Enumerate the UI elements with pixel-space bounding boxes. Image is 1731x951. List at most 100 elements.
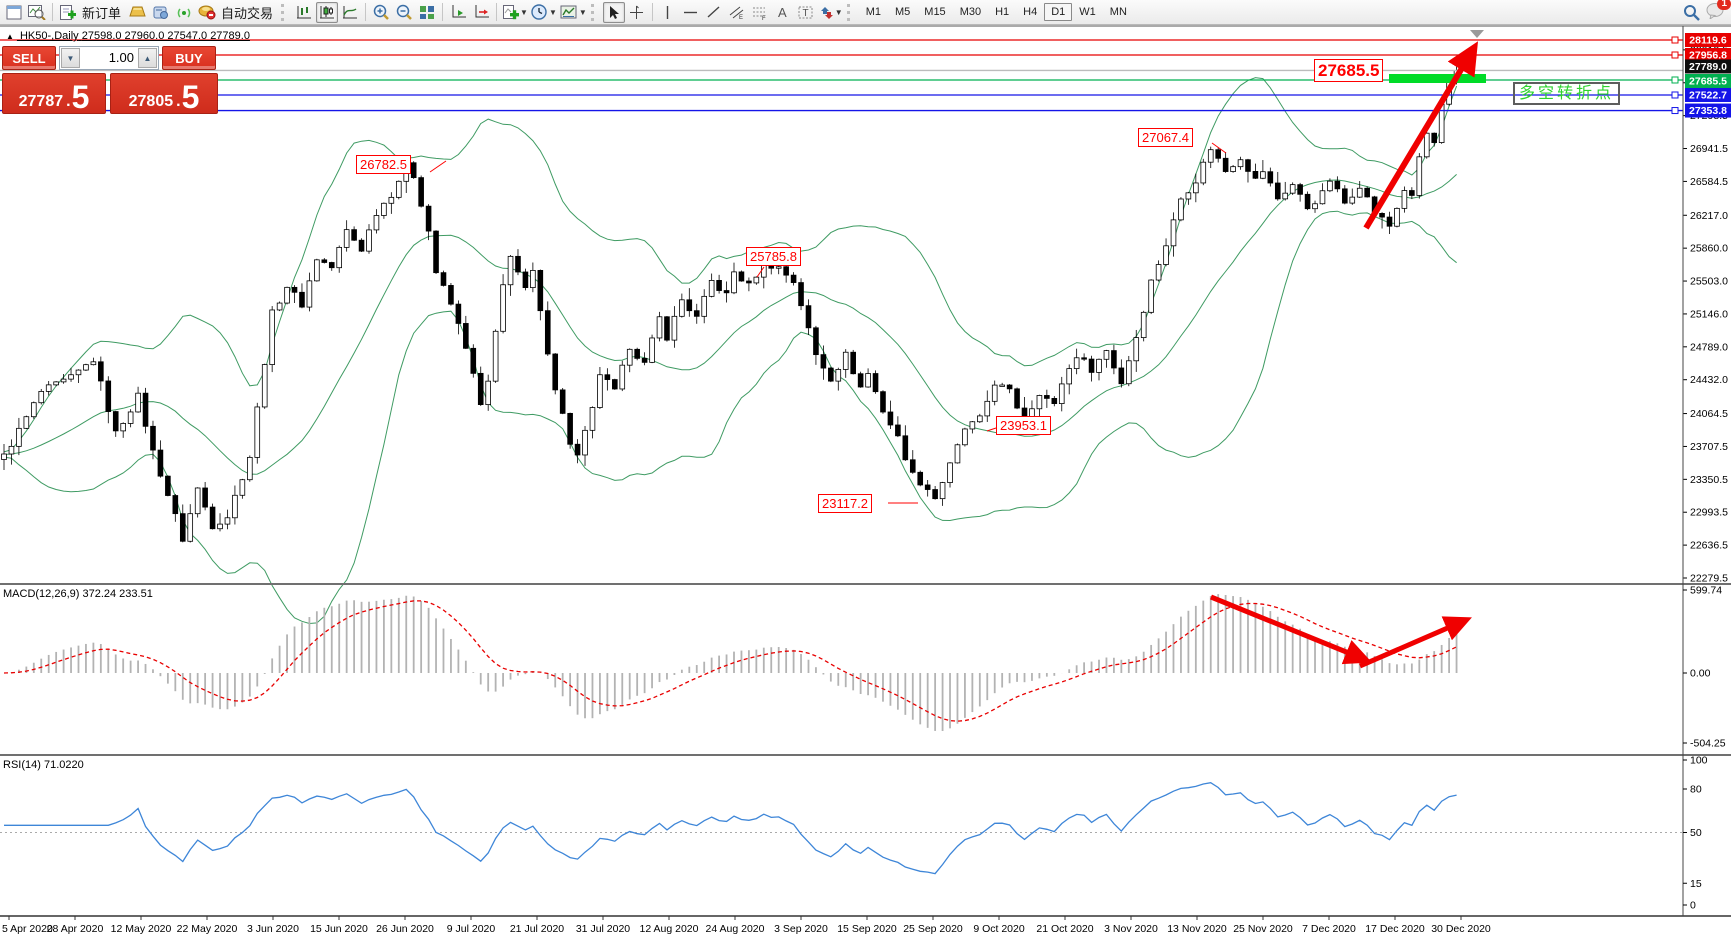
- date-axis: [8, 916, 1462, 920]
- timeframe-d1[interactable]: D1: [1044, 3, 1073, 21]
- templates-button[interactable]: ▼: [559, 2, 588, 23]
- channel-icon: E: [729, 6, 744, 20]
- timeframe-m15[interactable]: M15: [924, 6, 946, 18]
- volume-input[interactable]: 1.00: [108, 50, 134, 65]
- crosshair-button[interactable]: [626, 2, 648, 23]
- arrows-button[interactable]: ▼: [818, 2, 844, 23]
- support-highlight-bar: [1389, 74, 1486, 83]
- price-chart[interactable]: 28012.527655.527298.526941.526584.526217…: [0, 25, 1731, 946]
- svg-text:-504.25: -504.25: [1690, 738, 1726, 750]
- trendline-button[interactable]: [703, 2, 725, 23]
- svg-text:12 May 2020: 12 May 2020: [111, 923, 172, 935]
- new-chart-button[interactable]: [3, 2, 25, 23]
- svg-text:25 Nov 2020: 25 Nov 2020: [1233, 923, 1293, 935]
- periods-button[interactable]: ▼: [530, 2, 558, 23]
- timeframe-m30[interactable]: M30: [959, 6, 982, 18]
- fibonacci-icon: F: [752, 7, 766, 20]
- notifications-button[interactable]: 1: [1706, 0, 1731, 24]
- bar-chart-icon: [297, 6, 312, 19]
- vertical-line-button[interactable]: [657, 2, 679, 23]
- price-annotation: 27685.5: [1314, 59, 1384, 82]
- chart-shift-marker: [1470, 30, 1484, 38]
- price-tick: 26941.5: [1690, 143, 1728, 155]
- price-annotation: 25785.8: [746, 247, 801, 266]
- search-icon[interactable]: [1683, 4, 1700, 21]
- timeframe-m1[interactable]: M1: [865, 6, 881, 18]
- price-annotation: 26782.5: [356, 155, 411, 174]
- svg-text:24 Aug 2020: 24 Aug 2020: [706, 923, 765, 935]
- auto-trading-icon: [198, 5, 216, 20]
- sell-price-fraction: 5: [71, 78, 90, 115]
- trend-arrow-3: [1359, 616, 1472, 669]
- window-icon: [6, 5, 22, 19]
- signals-button[interactable]: [173, 2, 195, 23]
- indicators-button[interactable]: ▼: [501, 2, 529, 23]
- rsi-pane: [0, 759, 1687, 906]
- price-tick: 22279.5: [1690, 573, 1728, 585]
- chart-area: 28012.527655.527298.526941.526584.526217…: [0, 25, 1731, 946]
- buy-price-display[interactable]: 27805. 5: [110, 73, 218, 114]
- zoom-in-button[interactable]: [370, 2, 392, 23]
- chevron-down-icon: ▼: [520, 7, 528, 17]
- svg-text:27789.0: 27789.0: [1689, 61, 1727, 73]
- chart-magnifier-icon: [28, 5, 46, 20]
- svg-text:28119.6: 28119.6: [1689, 35, 1727, 47]
- cursor-button[interactable]: [602, 1, 625, 23]
- data-window-button[interactable]: [150, 2, 172, 23]
- volume-spinner[interactable]: ▼ 1.00 ▲: [59, 46, 159, 70]
- timeframe-h1[interactable]: H1: [995, 6, 1010, 18]
- fibonacci-button[interactable]: F: [749, 2, 771, 23]
- candlestick-icon: [320, 6, 335, 19]
- zoom-out-icon: [396, 4, 412, 20]
- price-tick: 24789.0: [1690, 341, 1728, 353]
- auto-scroll-button[interactable]: [447, 2, 469, 23]
- svg-text:5 Apr 2020: 5 Apr 2020: [2, 923, 53, 935]
- auto-trading-button[interactable]: [196, 2, 218, 23]
- auto-scroll-icon: [452, 5, 466, 18]
- timeframe-w1[interactable]: W1: [1079, 6, 1096, 18]
- template-chart-icon: [560, 5, 577, 18]
- new-order-label[interactable]: 新订单: [82, 5, 122, 21]
- rsi-label: RSI(14) 71.0220: [3, 759, 84, 771]
- equidistant-channel-button[interactable]: E: [726, 2, 748, 23]
- horizontal-line-button[interactable]: [680, 2, 702, 23]
- text-label-icon: T: [798, 6, 813, 19]
- svg-text:27685.5: 27685.5: [1689, 75, 1727, 87]
- timeframe-mn[interactable]: MN: [1109, 6, 1127, 18]
- svg-text:15 Sep 2020: 15 Sep 2020: [837, 923, 897, 935]
- collapse-arrow-icon[interactable]: ▲: [6, 32, 14, 41]
- tile-windows-button[interactable]: [416, 2, 438, 23]
- price-annotation: 23953.1: [996, 416, 1051, 435]
- volume-decrease-button[interactable]: ▼: [61, 48, 80, 68]
- horizontal-line-icon: [684, 11, 698, 13]
- zoom-out-button[interactable]: [393, 2, 415, 23]
- svg-text:7 Dec 2020: 7 Dec 2020: [1302, 923, 1356, 935]
- candlestick-type-button[interactable]: [316, 1, 339, 23]
- auto-trading-label[interactable]: 自动交易: [221, 5, 274, 21]
- svg-text:25 Sep 2020: 25 Sep 2020: [903, 923, 963, 935]
- buy-button[interactable]: BUY: [162, 46, 216, 70]
- price-annotation: 27067.4: [1138, 128, 1193, 147]
- svg-text:30 Dec 2020: 30 Dec 2020: [1431, 923, 1491, 935]
- buy-price-fraction: 5: [181, 78, 200, 115]
- vertical-line-icon: [667, 5, 669, 19]
- timeframe-h4[interactable]: H4: [1023, 6, 1038, 18]
- sell-price-display[interactable]: 27787. 5: [2, 73, 106, 114]
- new-order-button[interactable]: [57, 2, 79, 23]
- market-watch-button[interactable]: [127, 2, 149, 23]
- volume-increase-button[interactable]: ▲: [138, 48, 157, 68]
- bar-chart-type-button[interactable]: [293, 2, 315, 23]
- profiles-button[interactable]: [26, 2, 48, 23]
- gold-ingot-icon: [129, 6, 146, 17]
- macd-label: MACD(12,26,9) 372.24 233.51: [3, 588, 153, 600]
- svg-text:12 Aug 2020: 12 Aug 2020: [640, 923, 699, 935]
- svg-text:28 Apr 2020: 28 Apr 2020: [47, 923, 104, 935]
- price-tick: 26584.5: [1690, 176, 1728, 188]
- line-chart-type-button[interactable]: [339, 2, 361, 23]
- sell-button[interactable]: SELL: [2, 46, 56, 70]
- timeframe-m5[interactable]: M5: [895, 6, 911, 18]
- svg-text:22 May 2020: 22 May 2020: [177, 923, 238, 935]
- text-label-button[interactable]: T: [795, 2, 817, 23]
- text-button[interactable]: A: [772, 2, 794, 23]
- chart-shift-button[interactable]: [470, 2, 492, 23]
